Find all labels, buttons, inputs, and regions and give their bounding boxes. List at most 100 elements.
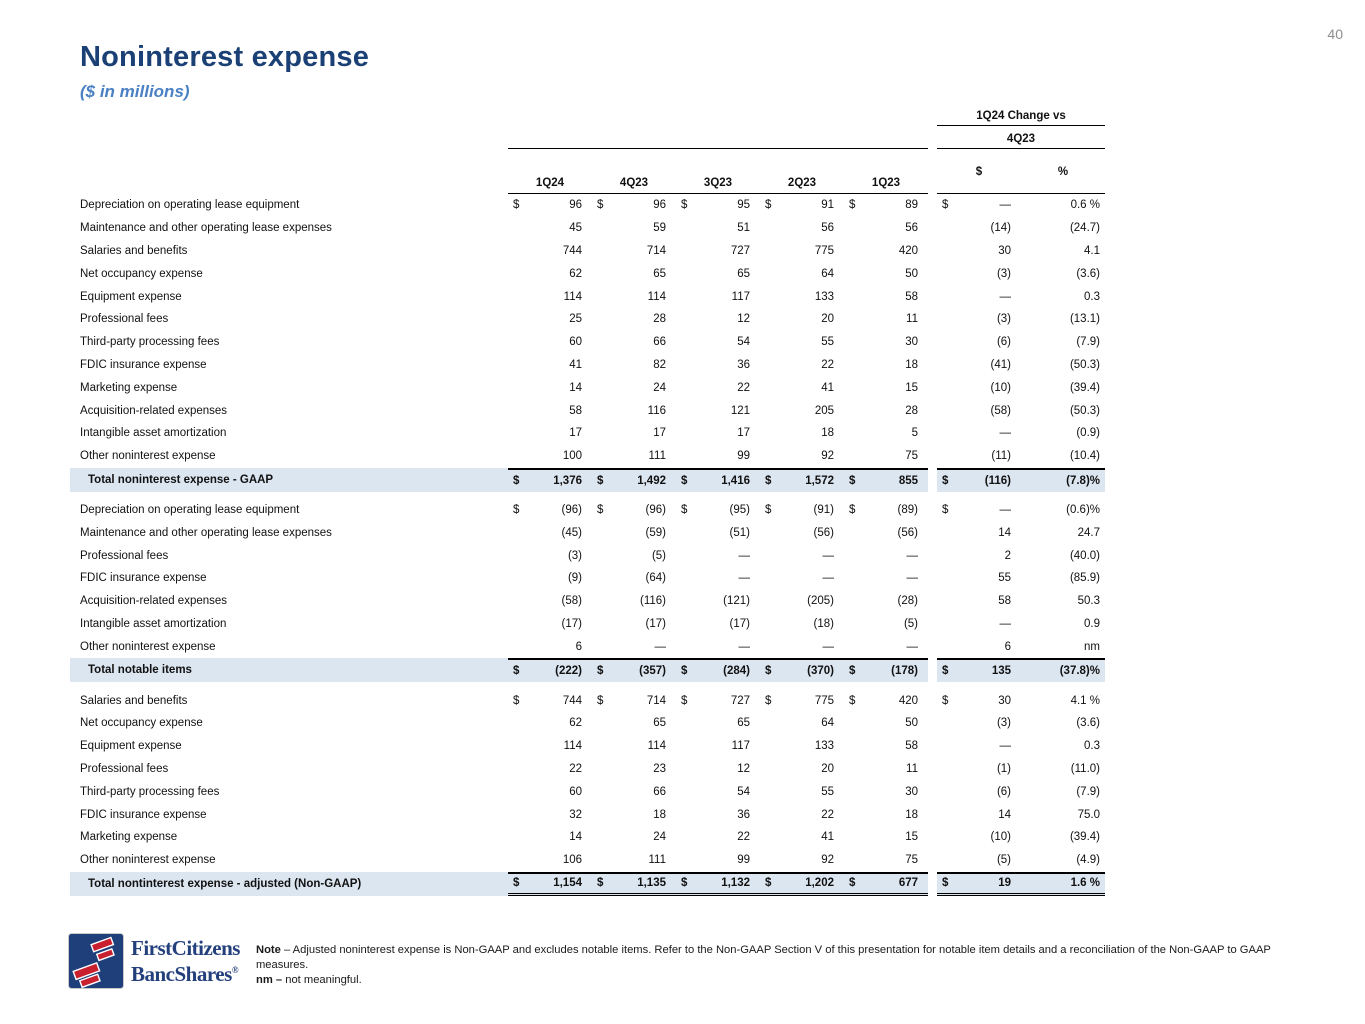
dollar-sign [942,717,949,729]
dollar-sign [942,450,949,462]
value-cell: 18 [760,427,844,439]
value: — [738,640,751,653]
dollar-sign [597,222,604,234]
value: 20 [821,762,834,775]
value-cell: — [760,572,844,584]
value: 75 [905,450,918,463]
value-cell: $420 [844,695,928,707]
value-cell: $1,376 [508,475,592,487]
dollar-sign [513,359,520,371]
value: 60 [569,336,582,349]
value-cell: 18 [844,809,928,821]
quarter-values: 60 66 54 55 30 [508,780,928,803]
value: 95 [737,199,750,212]
value: 96 [569,199,582,212]
table-row: Other noninterest expense 100 111 99 92 75 (11… [70,445,1105,468]
change-percent-cell: (39.4) [1021,382,1105,394]
dollar-sign [681,313,688,325]
dollar-sign [681,572,688,584]
change-percent-cell: (10.4) [1021,450,1105,462]
value: 775 [814,244,834,257]
value: 64 [821,717,834,730]
change-values: 58 50.3 [937,590,1105,613]
row-label: Professional fees [80,549,169,562]
value-cell: 64 [760,268,844,280]
dollar-sign [513,336,520,348]
value: 1,132 [721,877,750,890]
value: (56) [813,526,834,539]
table-total-row: Total noninterest expense - GAAP $1,376 $1… [70,467,1105,492]
quarter-values: 6 — — — — [508,635,928,658]
quarter-values: $96 $96 $95 $91 $89 [508,194,928,217]
value-cell: $1,132 [676,877,760,889]
value-cell: 114 [592,740,676,752]
change-dollar-value: (5) [996,854,1011,867]
change-percent-value: 75.0 [1077,808,1100,821]
dollar-sign [849,595,856,607]
table-row: Third-party processing fees 60 66 54 55 30 (6)… [70,331,1105,354]
dollar-sign: $ [942,474,949,487]
value-cell: 133 [760,291,844,303]
change-dollar-value: 2 [1004,549,1011,562]
value: 50 [905,717,918,730]
value-cell: 17 [508,427,592,439]
change-dollar-value: — [999,503,1012,516]
dollar-sign [597,359,604,371]
value-cell: 714 [592,245,676,257]
value: 727 [730,244,750,257]
value-cell: (3) [508,550,592,562]
value-cell: 11 [844,763,928,775]
value: (45) [561,526,582,539]
logo-wordmark: FirstCitizens BancShares® [131,937,240,985]
change-values: $ —0.6 % [937,194,1105,217]
change-percent-value: (4.9) [1076,854,1100,867]
value: 1,416 [721,474,750,487]
change-values: (11) (10.4) [937,445,1105,468]
change-percent-cell: 1.6 % [1021,877,1105,889]
value-cell: 117 [676,291,760,303]
dollar-sign [765,222,772,234]
change-dollar-value: — [999,740,1012,753]
value: 18 [905,808,918,821]
value: (205) [807,595,834,608]
table-section-gaap: Depreciation on operating lease equipmen… [70,194,1105,492]
value-cell: 22 [760,359,844,371]
dollar-sign [849,550,856,562]
value: (28) [897,595,918,608]
value-cell: 205 [760,405,844,417]
value: (222) [555,665,582,678]
value-cell: 18 [844,359,928,371]
value-cell: 32 [508,809,592,821]
dollar-sign [681,527,688,539]
dollar-sign [849,382,856,394]
value: 55 [821,336,834,349]
change-dollar-cell: 2 [937,550,1021,562]
value-cell: 14 [508,831,592,843]
change-values: 55 (85.9) [937,567,1105,590]
dollar-sign: $ [597,694,604,707]
change-dollar-cell: — [937,291,1021,303]
value-cell: $1,492 [592,475,676,487]
value: — [822,549,835,562]
value-cell: 22 [760,809,844,821]
table-row: Depreciation on operating lease equipmen… [70,499,1105,522]
value: 64 [821,267,834,280]
column-header-4q23: 4Q23 [619,177,649,189]
value: 36 [737,808,750,821]
value: (17) [645,617,666,630]
dollar-sign: $ [765,474,772,487]
row-label: Other noninterest expense [80,640,216,653]
quarter-values: 17 17 17 18 5 [508,422,928,445]
dollar-sign [765,245,772,257]
quarter-values: 45 59 51 56 56 [508,217,928,240]
value-cell: 75 [844,854,928,866]
dollar-sign [942,527,949,539]
dollar-sign [765,786,772,798]
value-cell: — [676,572,760,584]
value: 11 [906,762,918,775]
value: 25 [569,313,582,326]
value-cell: 18 [592,809,676,821]
dollar-sign: $ [513,474,520,487]
value: (5) [651,549,666,562]
table-row: Other noninterest expense 6 — — — — 6 nm [70,635,1105,658]
